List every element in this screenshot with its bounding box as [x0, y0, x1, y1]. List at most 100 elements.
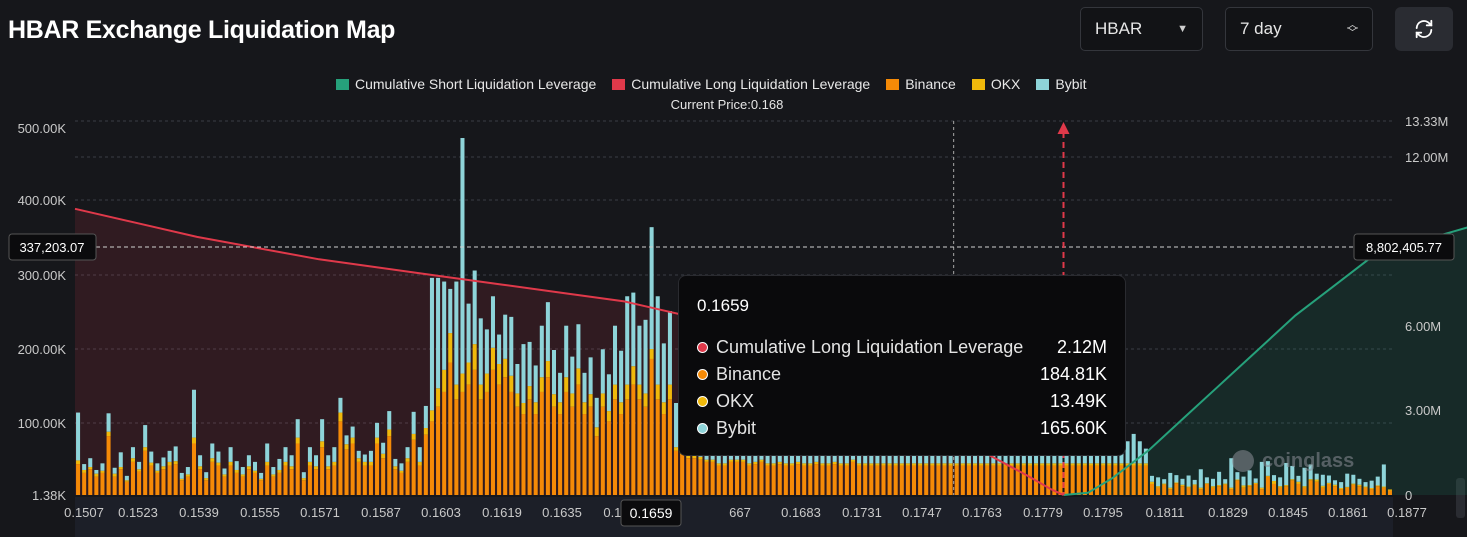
bar-bybit — [228, 447, 233, 462]
bar-bybit — [667, 310, 672, 385]
bar-okx — [564, 377, 569, 392]
bar-okx — [777, 461, 782, 465]
bar-binance — [228, 465, 233, 495]
bar-okx — [1229, 487, 1234, 490]
bar-bybit — [1217, 471, 1222, 486]
bar-okx — [1156, 486, 1161, 488]
scrollbar[interactable] — [1456, 478, 1465, 518]
bar-okx — [704, 459, 709, 462]
bar-bybit — [1229, 458, 1234, 488]
caret-down-icon: ▼ — [1177, 23, 1188, 35]
bar-okx — [863, 463, 868, 466]
bar-okx — [954, 463, 959, 466]
bar-binance — [118, 469, 123, 495]
symbol-select[interactable]: HBAR ▼ — [1080, 7, 1203, 51]
bar-okx — [1345, 486, 1350, 488]
legend-binance[interactable]: Binance — [886, 76, 956, 92]
bar-binance — [1241, 487, 1246, 495]
bar-binance — [381, 458, 386, 495]
bar-binance — [149, 465, 154, 495]
bar-bybit — [399, 463, 404, 471]
bar-binance — [344, 449, 349, 495]
bar-binance — [271, 476, 276, 495]
bar-binance — [1003, 465, 1008, 495]
bar-binance — [1009, 465, 1014, 495]
bar-okx — [539, 377, 544, 392]
bar-bybit — [1143, 448, 1148, 464]
bar-okx — [191, 437, 196, 444]
bar-binance — [436, 406, 441, 495]
bar-bybit — [393, 458, 398, 467]
bar-bybit — [1210, 478, 1216, 487]
bar-okx — [399, 470, 404, 473]
bar-okx — [509, 375, 514, 392]
bar-binance — [1174, 483, 1179, 495]
bar-okx — [850, 459, 855, 462]
bar-bybit — [155, 463, 160, 471]
tooltip-row: Bybit 165.60K — [697, 415, 1107, 442]
bar-okx — [1168, 487, 1173, 490]
bar-okx — [289, 466, 294, 470]
bar-okx — [649, 349, 654, 359]
bar-binance — [533, 414, 538, 495]
bar-bybit — [161, 457, 166, 467]
bar-binance — [240, 476, 245, 495]
bar-okx — [997, 463, 1002, 466]
bar-okx — [106, 431, 111, 437]
tooltip-label: Bybit — [716, 418, 757, 438]
bar-okx — [228, 461, 233, 466]
bar-okx — [631, 366, 636, 385]
bar-bybit — [277, 458, 282, 470]
bar-binance — [1302, 487, 1307, 495]
bar-binance — [1320, 487, 1325, 495]
bar-okx — [1174, 482, 1179, 484]
bar-okx — [887, 463, 892, 466]
bar-okx — [259, 478, 264, 481]
bar-bybit — [307, 447, 312, 462]
bar-okx — [820, 463, 825, 466]
bar-okx — [1198, 487, 1203, 490]
bar-okx — [844, 463, 849, 466]
range-select[interactable]: 7 day ︿ ﹀ — [1225, 7, 1373, 51]
legend-bybit[interactable]: Bybit — [1036, 76, 1087, 92]
chart-legend: Cumulative Short Liquidation Leverage Cu… — [336, 76, 1087, 92]
tooltip-value: 13.49K — [1049, 391, 1107, 411]
bar-okx — [869, 463, 874, 466]
bar-okx — [350, 437, 355, 444]
bar-okx — [1021, 463, 1026, 466]
bar-okx — [1186, 486, 1191, 488]
bar-bybit — [1351, 474, 1356, 484]
bar-binance — [1119, 465, 1124, 495]
legend-okx[interactable]: OKX — [971, 76, 1020, 92]
bar-okx — [179, 478, 184, 481]
bar-okx — [625, 384, 630, 400]
tooltip-label: OKX — [716, 391, 755, 411]
x-tick: 0.1635 — [542, 505, 582, 520]
crosshair-x-label: 0.1659 — [630, 505, 673, 521]
bar-bybit — [674, 403, 679, 448]
bar-binance — [979, 465, 984, 495]
bar-bybit — [625, 296, 630, 385]
bar-bybit — [259, 472, 264, 479]
bar-binance — [1186, 487, 1191, 495]
refresh-button[interactable] — [1395, 7, 1453, 51]
bar-binance — [1156, 487, 1161, 495]
bar-binance — [411, 439, 416, 495]
bar-okx — [1339, 488, 1344, 490]
bar-binance — [515, 406, 520, 495]
bar-okx — [722, 463, 727, 466]
bar-binance — [966, 465, 971, 495]
bar-binance — [1235, 480, 1240, 495]
x-tick: 0.1523 — [118, 505, 158, 520]
bar-okx — [826, 463, 831, 466]
bar-okx — [307, 461, 312, 466]
bar-binance — [1198, 489, 1203, 495]
bar-binance — [143, 450, 148, 495]
y-tick-left: 300.00K — [18, 268, 67, 283]
tooltip-label: Cumulative Long Liquidation Leverage — [716, 337, 1024, 357]
bar-bybit — [216, 451, 221, 463]
bar-bybit — [448, 288, 453, 334]
legend-short[interactable]: Cumulative Short Liquidation Leverage — [336, 76, 596, 92]
bar-okx — [966, 463, 971, 466]
legend-long[interactable]: Cumulative Long Liquidation Leverage — [612, 76, 870, 92]
